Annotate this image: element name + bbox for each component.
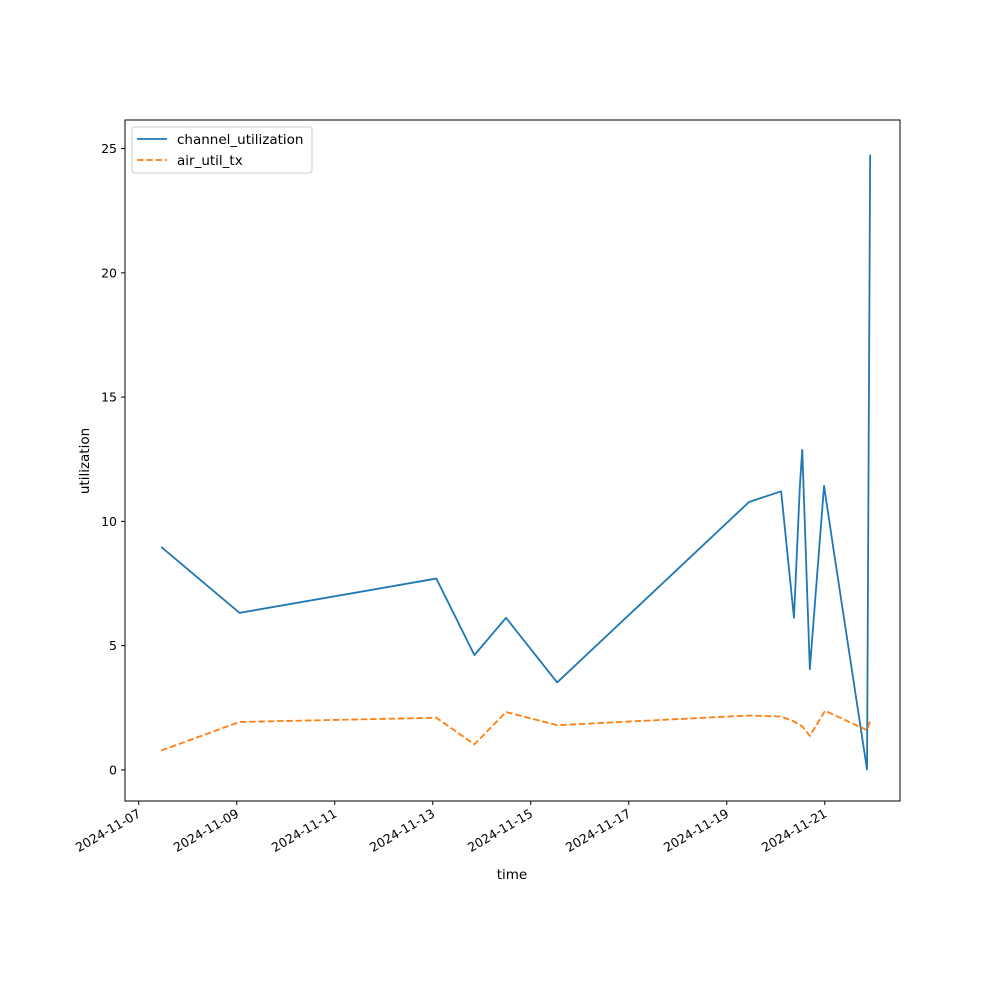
legend: channel_utilization air_util_tx <box>131 126 313 174</box>
series-layer <box>160 154 872 771</box>
y-axis-label: utilization <box>77 428 93 494</box>
y-tick-label: 0 <box>109 762 117 777</box>
y-tick-label: 15 <box>101 390 117 405</box>
series-line-air-util-tx <box>160 709 872 752</box>
y-axis: 0 5 10 15 20 25 <box>101 141 125 777</box>
y-tick-label: 20 <box>101 265 117 280</box>
legend-label-air-util-tx: air_util_tx <box>177 153 243 169</box>
series-line-channel-utilization <box>160 154 872 771</box>
x-axis-label: time <box>497 867 528 883</box>
plot-area-frame <box>124 119 901 802</box>
y-tick-label: 10 <box>101 514 117 529</box>
y-tick-label: 5 <box>109 638 117 653</box>
legend-box <box>131 126 313 174</box>
legend-label-channel-utilization: channel_utilization <box>177 132 304 148</box>
y-tick-label: 25 <box>101 141 117 156</box>
